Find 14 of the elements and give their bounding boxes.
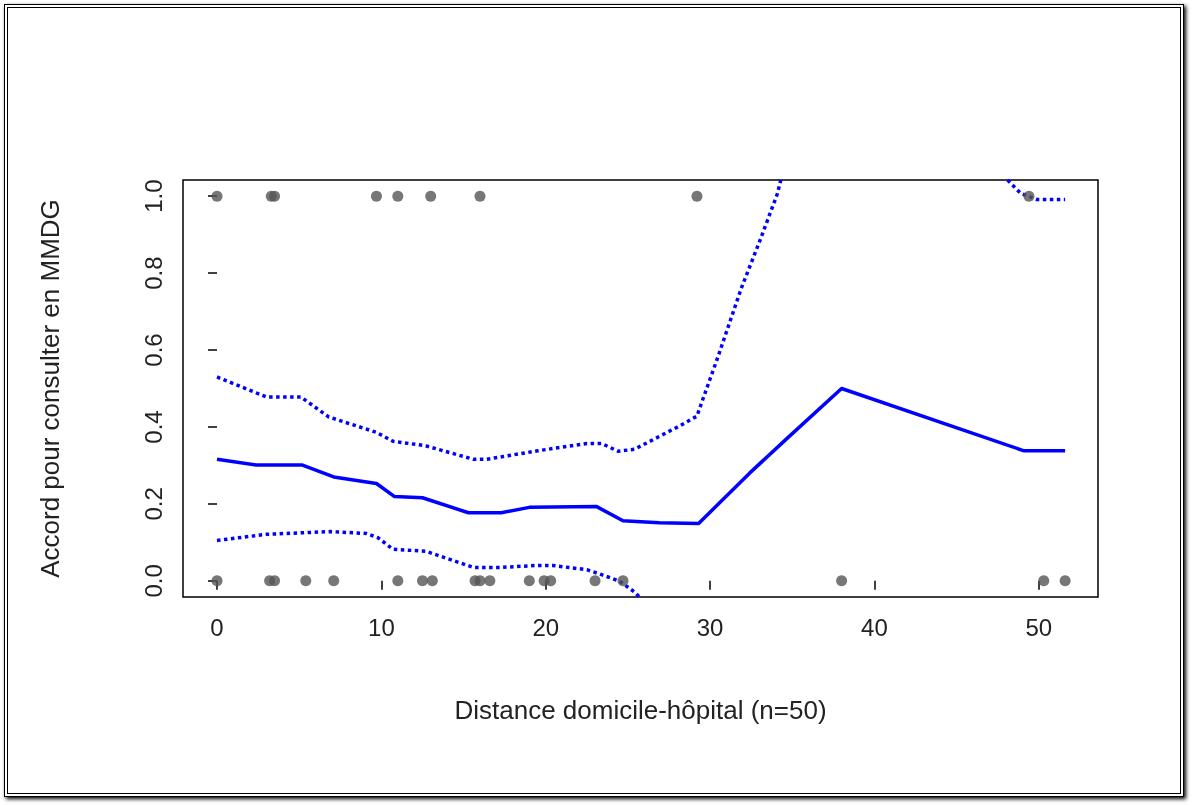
x-tick-label: 30	[696, 613, 724, 641]
x-tick-label: 20	[532, 613, 560, 641]
y-axis-title: Accord pour consulter en MMDG	[35, 199, 65, 578]
y-tick-label: 0.0	[139, 564, 167, 598]
x-tick-label: 10	[368, 613, 395, 641]
x-tick-label: 0	[210, 613, 224, 641]
y-tick-label: 0.6	[139, 333, 167, 367]
y-tick-label: 0.2	[139, 487, 167, 521]
x-axis-title: Distance domicile-hôpital (n=50)	[454, 695, 827, 725]
y-tick-label: 0.4	[139, 410, 167, 444]
y-tick-label: 0.8	[139, 256, 167, 290]
x-tick-label: 40	[861, 613, 888, 641]
y-tick-label: 1.0	[139, 179, 167, 213]
x-tick-label: 50	[1025, 613, 1053, 641]
